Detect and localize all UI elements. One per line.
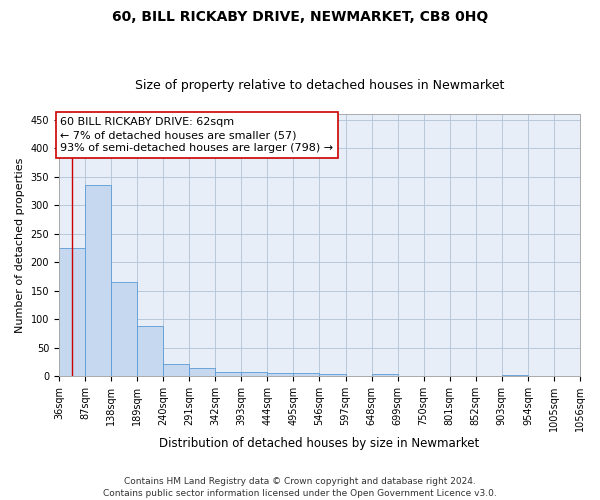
Y-axis label: Number of detached properties: Number of detached properties: [15, 158, 25, 333]
Text: 60, BILL RICKABY DRIVE, NEWMARKET, CB8 0HQ: 60, BILL RICKABY DRIVE, NEWMARKET, CB8 0…: [112, 10, 488, 24]
X-axis label: Distribution of detached houses by size in Newmarket: Distribution of detached houses by size …: [160, 437, 479, 450]
Bar: [85, 186, 111, 376]
Bar: [59, 248, 85, 376]
Text: Contains HM Land Registry data © Crown copyright and database right 2024.
Contai: Contains HM Land Registry data © Crown c…: [103, 476, 497, 498]
Text: 60 BILL RICKABY DRIVE: 62sqm
← 7% of detached houses are smaller (57)
93% of sem: 60 BILL RICKABY DRIVE: 62sqm ← 7% of det…: [61, 117, 334, 154]
Bar: [215, 372, 241, 376]
Bar: [111, 282, 137, 376]
Bar: [137, 326, 163, 376]
Bar: [163, 364, 189, 376]
Bar: [319, 374, 346, 376]
Bar: [371, 374, 398, 376]
Bar: [189, 368, 215, 376]
Title: Size of property relative to detached houses in Newmarket: Size of property relative to detached ho…: [135, 79, 504, 92]
Bar: [268, 374, 293, 376]
Bar: [293, 374, 319, 376]
Bar: [502, 374, 528, 376]
Bar: [241, 372, 268, 376]
